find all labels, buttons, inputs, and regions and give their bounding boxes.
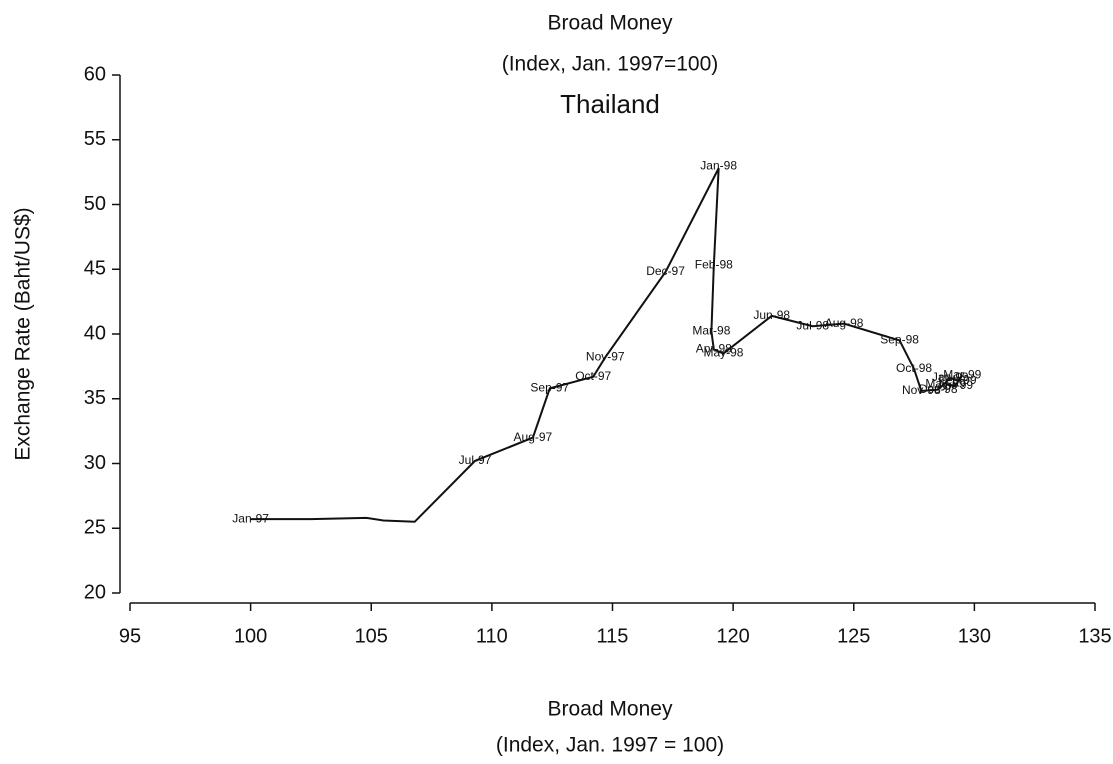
point-label: Oct-98 xyxy=(896,361,932,375)
y-tick-label: 35 xyxy=(84,387,106,409)
y-tick-label: 30 xyxy=(84,452,106,474)
x-tick-label: 130 xyxy=(958,625,991,647)
point-label: Jan-98 xyxy=(700,158,737,172)
y-tick-label: 55 xyxy=(84,128,106,150)
point-label: Dec-97 xyxy=(646,264,685,278)
point-label: Feb-98 xyxy=(695,258,733,272)
x-tick-label: 100 xyxy=(234,625,267,647)
point-label: May-98 xyxy=(703,346,743,360)
point-label: Sep-97 xyxy=(530,381,569,395)
point-label: Jul-97 xyxy=(459,453,492,467)
point-label: Oct-97 xyxy=(575,369,611,383)
point-label: Nov-98 xyxy=(902,383,941,397)
y-tick-label: 20 xyxy=(84,581,106,603)
point-label: Aug-98 xyxy=(825,316,864,330)
point-label: May-99 xyxy=(925,377,965,391)
x-tick-label: 120 xyxy=(716,625,749,647)
point-label: Jun-98 xyxy=(753,308,790,322)
point-label: Apr-98 xyxy=(696,342,732,356)
point-label: Apr-99 xyxy=(937,378,973,392)
y-tick-label: 40 xyxy=(84,322,106,344)
y-tick-label: 60 xyxy=(84,63,106,85)
point-label: Dec-98 xyxy=(919,382,958,396)
chart-title-line: Broad Money xyxy=(548,12,673,35)
x-axis-label: (Index, Jan. 1997 = 100) xyxy=(496,734,724,757)
point-label: Jul-98 xyxy=(796,318,829,332)
chart-title: Thailand xyxy=(560,89,660,119)
point-label: Mar-98 xyxy=(692,324,730,338)
point-label: Feb-99 xyxy=(938,373,976,387)
x-tick-label: 105 xyxy=(355,625,388,647)
point-label: Nov-97 xyxy=(586,349,625,363)
x-axis-label: Broad Money xyxy=(548,698,673,721)
x-tick-label: 135 xyxy=(1078,625,1111,647)
point-label: Aug-97 xyxy=(514,430,553,444)
point-label: Sep-98 xyxy=(880,333,919,347)
point-label: Jan-97 xyxy=(232,511,269,525)
y-tick-label: 45 xyxy=(84,258,106,280)
x-tick-label: 110 xyxy=(476,625,508,647)
x-tick-label: 115 xyxy=(597,625,629,647)
y-axis-label: Exchange Rate (Baht/US$) xyxy=(12,207,35,460)
line xyxy=(250,167,964,523)
x-tick-label: 95 xyxy=(119,625,141,647)
point-label: Mar-99 xyxy=(943,368,981,382)
chart-title-line: (Index, Jan. 1997=100) xyxy=(502,53,719,76)
y-tick-label: 50 xyxy=(84,193,106,215)
x-tick-label: 125 xyxy=(837,625,870,647)
point-label: Jan-99 xyxy=(932,370,969,384)
y-tick-label: 25 xyxy=(84,517,106,539)
